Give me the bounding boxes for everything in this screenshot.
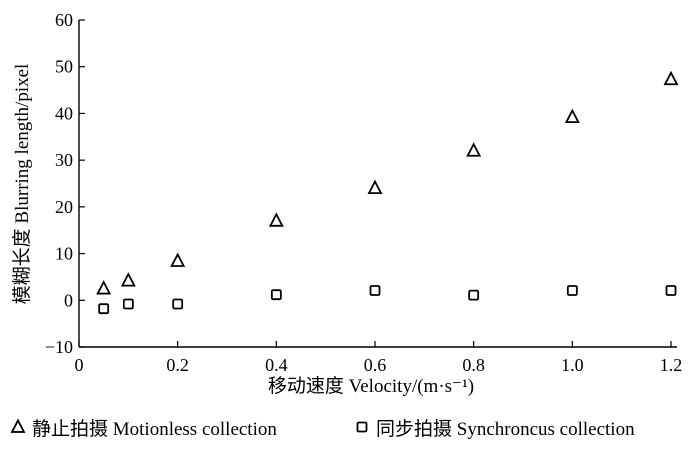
x-tick-label: 0.2 xyxy=(166,355,189,375)
synchronous-data-point xyxy=(566,285,578,296)
motionless-data-point xyxy=(367,179,383,195)
y-tick-label: 50 xyxy=(55,57,73,77)
x-tick-label: 1.0 xyxy=(561,355,584,375)
x-tick-label: 0.6 xyxy=(364,355,387,375)
y-tick-label: 30 xyxy=(55,150,73,170)
x-tick-label: 0.8 xyxy=(462,355,485,375)
data-markers xyxy=(96,70,679,315)
x-tick-label: 0 xyxy=(75,355,84,375)
legend-square-marker xyxy=(356,421,368,433)
synchronous-data-point xyxy=(98,303,110,315)
motionless-data-point xyxy=(120,272,136,287)
y-axis-title: 模糊长度 Blurring length/pixel xyxy=(11,64,33,305)
x-axis-title: 移动速度 Velocity/(m·s⁻¹) xyxy=(268,375,474,397)
synchronous-data-point xyxy=(270,289,282,301)
x-tick-label: 0.4 xyxy=(265,355,288,375)
y-tick-label: 10 xyxy=(55,244,73,264)
y-tick-label: 20 xyxy=(55,197,73,217)
y-tick-label: 40 xyxy=(55,103,73,123)
legend-label: 同步拍摄 Synchroncus collection xyxy=(376,418,635,440)
motionless-data-point xyxy=(268,212,284,227)
synchronous-data-point xyxy=(172,298,184,310)
x-tick-label: 1.2 xyxy=(660,355,683,375)
y-axis-ticks: −10 0 10 20 30 40 50 60 xyxy=(45,10,85,357)
y-tick-label: 60 xyxy=(55,10,73,30)
axes xyxy=(78,20,677,348)
y-tick-label: −10 xyxy=(45,337,73,357)
motionless-data-point xyxy=(663,70,679,86)
legend-triangle-marker xyxy=(10,418,26,433)
legend: 静止拍摄 Motionless collection 同步拍摄 Synchronc… xyxy=(10,418,635,440)
synchronous-data-point xyxy=(665,285,677,296)
x-axis-ticks: 0 0.2 0.4 0.6 0.8 1.0 1.2 xyxy=(75,341,683,375)
motionless-data-point xyxy=(170,252,186,267)
synchronous-data-point xyxy=(468,289,480,301)
synchronous-data-point xyxy=(369,285,381,296)
synchronous-data-point xyxy=(122,298,134,310)
motionless-data-point xyxy=(466,142,482,157)
y-tick-label: 0 xyxy=(64,290,73,310)
motionless-data-point xyxy=(564,108,580,124)
motionless-data-point xyxy=(96,280,112,295)
legend-label: 静止拍摄 Motionless collection xyxy=(32,418,277,440)
